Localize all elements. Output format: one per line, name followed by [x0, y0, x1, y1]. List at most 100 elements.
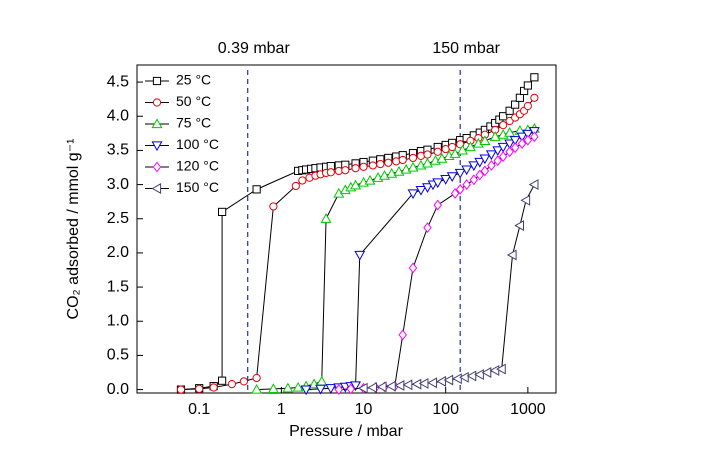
- data-point: [195, 384, 204, 393]
- data-point: [376, 159, 385, 169]
- data-point: [407, 161, 419, 172]
- y-tick-label: 0.5: [107, 347, 129, 364]
- data-point: [433, 199, 442, 211]
- data-point: [493, 155, 502, 167]
- data-point: [300, 385, 312, 396]
- data-point: [252, 373, 261, 383]
- data-point: [455, 183, 465, 195]
- data-point: [474, 369, 484, 381]
- data-point: [475, 169, 485, 181]
- data-point: [316, 375, 328, 386]
- data-point: [530, 73, 539, 82]
- data-point: [341, 166, 350, 175]
- data-point: [530, 93, 539, 102]
- data-point: [454, 168, 466, 179]
- data-point: [504, 139, 516, 150]
- data-point: [423, 222, 432, 234]
- y-tick-label: 4.5: [107, 73, 129, 90]
- data-point: [292, 381, 304, 392]
- data-point: [461, 165, 473, 176]
- data-point: [474, 157, 486, 168]
- legend-label: 50 °C: [176, 93, 211, 109]
- data-point: [408, 262, 418, 274]
- data-point: [334, 384, 344, 395]
- data-point: [506, 249, 517, 261]
- y-tick-label: 1.0: [107, 312, 129, 329]
- series-line: [338, 136, 535, 391]
- data-point: [530, 131, 539, 143]
- data-point: [448, 142, 457, 152]
- y-tick-label: 2.5: [107, 210, 129, 227]
- data-point: [522, 129, 534, 140]
- y-tick-label: 4.0: [107, 107, 129, 124]
- data-point: [427, 377, 438, 389]
- y-tick-label: 2.0: [107, 244, 129, 261]
- series-line: [180, 76, 535, 391]
- data-point: [515, 93, 525, 102]
- legend-label: 100 °C: [176, 136, 219, 152]
- data-point: [368, 161, 377, 170]
- data-point: [523, 134, 533, 146]
- data-point: [407, 189, 419, 200]
- data-point: [436, 375, 447, 387]
- x-tick-label: 0.1: [188, 401, 210, 418]
- x-tick-label: 100: [432, 401, 459, 418]
- data-point: [423, 150, 432, 159]
- data-point: [239, 377, 249, 386]
- data-point: [176, 385, 186, 394]
- annotation-label: 150 mbar: [432, 40, 500, 57]
- data-point: [408, 153, 418, 163]
- data-point: [449, 148, 461, 158]
- legend-marker: [151, 141, 163, 152]
- x-axis-label: Pressure / mbar: [289, 423, 403, 440]
- data-point: [384, 158, 393, 167]
- data-point: [267, 383, 279, 393]
- data-point: [350, 381, 362, 392]
- data-point: [416, 151, 426, 160]
- data-point: [499, 121, 508, 130]
- data-point: [464, 141, 476, 152]
- data-point: [346, 383, 356, 395]
- data-point: [489, 131, 501, 141]
- data-point: [517, 138, 527, 149]
- data-point: [514, 220, 525, 232]
- data-point: [422, 183, 433, 193]
- data-point: [487, 160, 496, 171]
- data-point: [457, 144, 468, 155]
- data-point: [402, 379, 413, 391]
- legend-marker: [151, 183, 162, 194]
- data-point: [251, 383, 263, 394]
- data-point: [450, 188, 460, 199]
- legend-marker: [151, 118, 163, 129]
- data-point: [511, 100, 520, 109]
- x-tick-label: 10: [355, 401, 373, 418]
- data-point: [452, 373, 462, 385]
- data-point: [326, 168, 335, 177]
- data-point: [497, 142, 509, 153]
- data-point: [446, 172, 458, 183]
- legend-label: 75 °C: [176, 115, 211, 131]
- data-point: [462, 179, 471, 190]
- data-point: [359, 162, 368, 171]
- data-point: [433, 147, 442, 156]
- plot-frame: [136, 64, 557, 394]
- data-point: [509, 136, 521, 146]
- data-point: [376, 381, 387, 393]
- data-point: [469, 174, 479, 186]
- data-point: [459, 371, 469, 383]
- data-point: [504, 127, 516, 137]
- y-tick-label: 1.5: [107, 278, 129, 295]
- data-point: [516, 132, 528, 143]
- y-tick-label: 3.0: [107, 176, 129, 193]
- data-point: [485, 150, 497, 161]
- series-line: [363, 184, 535, 389]
- legend-label: 120 °C: [176, 158, 219, 174]
- data-point: [523, 101, 532, 111]
- x-tick-label: 1: [277, 401, 286, 418]
- legend-marker: [152, 98, 162, 107]
- data-point: [392, 157, 401, 166]
- data-point: [398, 155, 407, 165]
- data-point: [523, 81, 532, 90]
- data-point: [415, 185, 427, 196]
